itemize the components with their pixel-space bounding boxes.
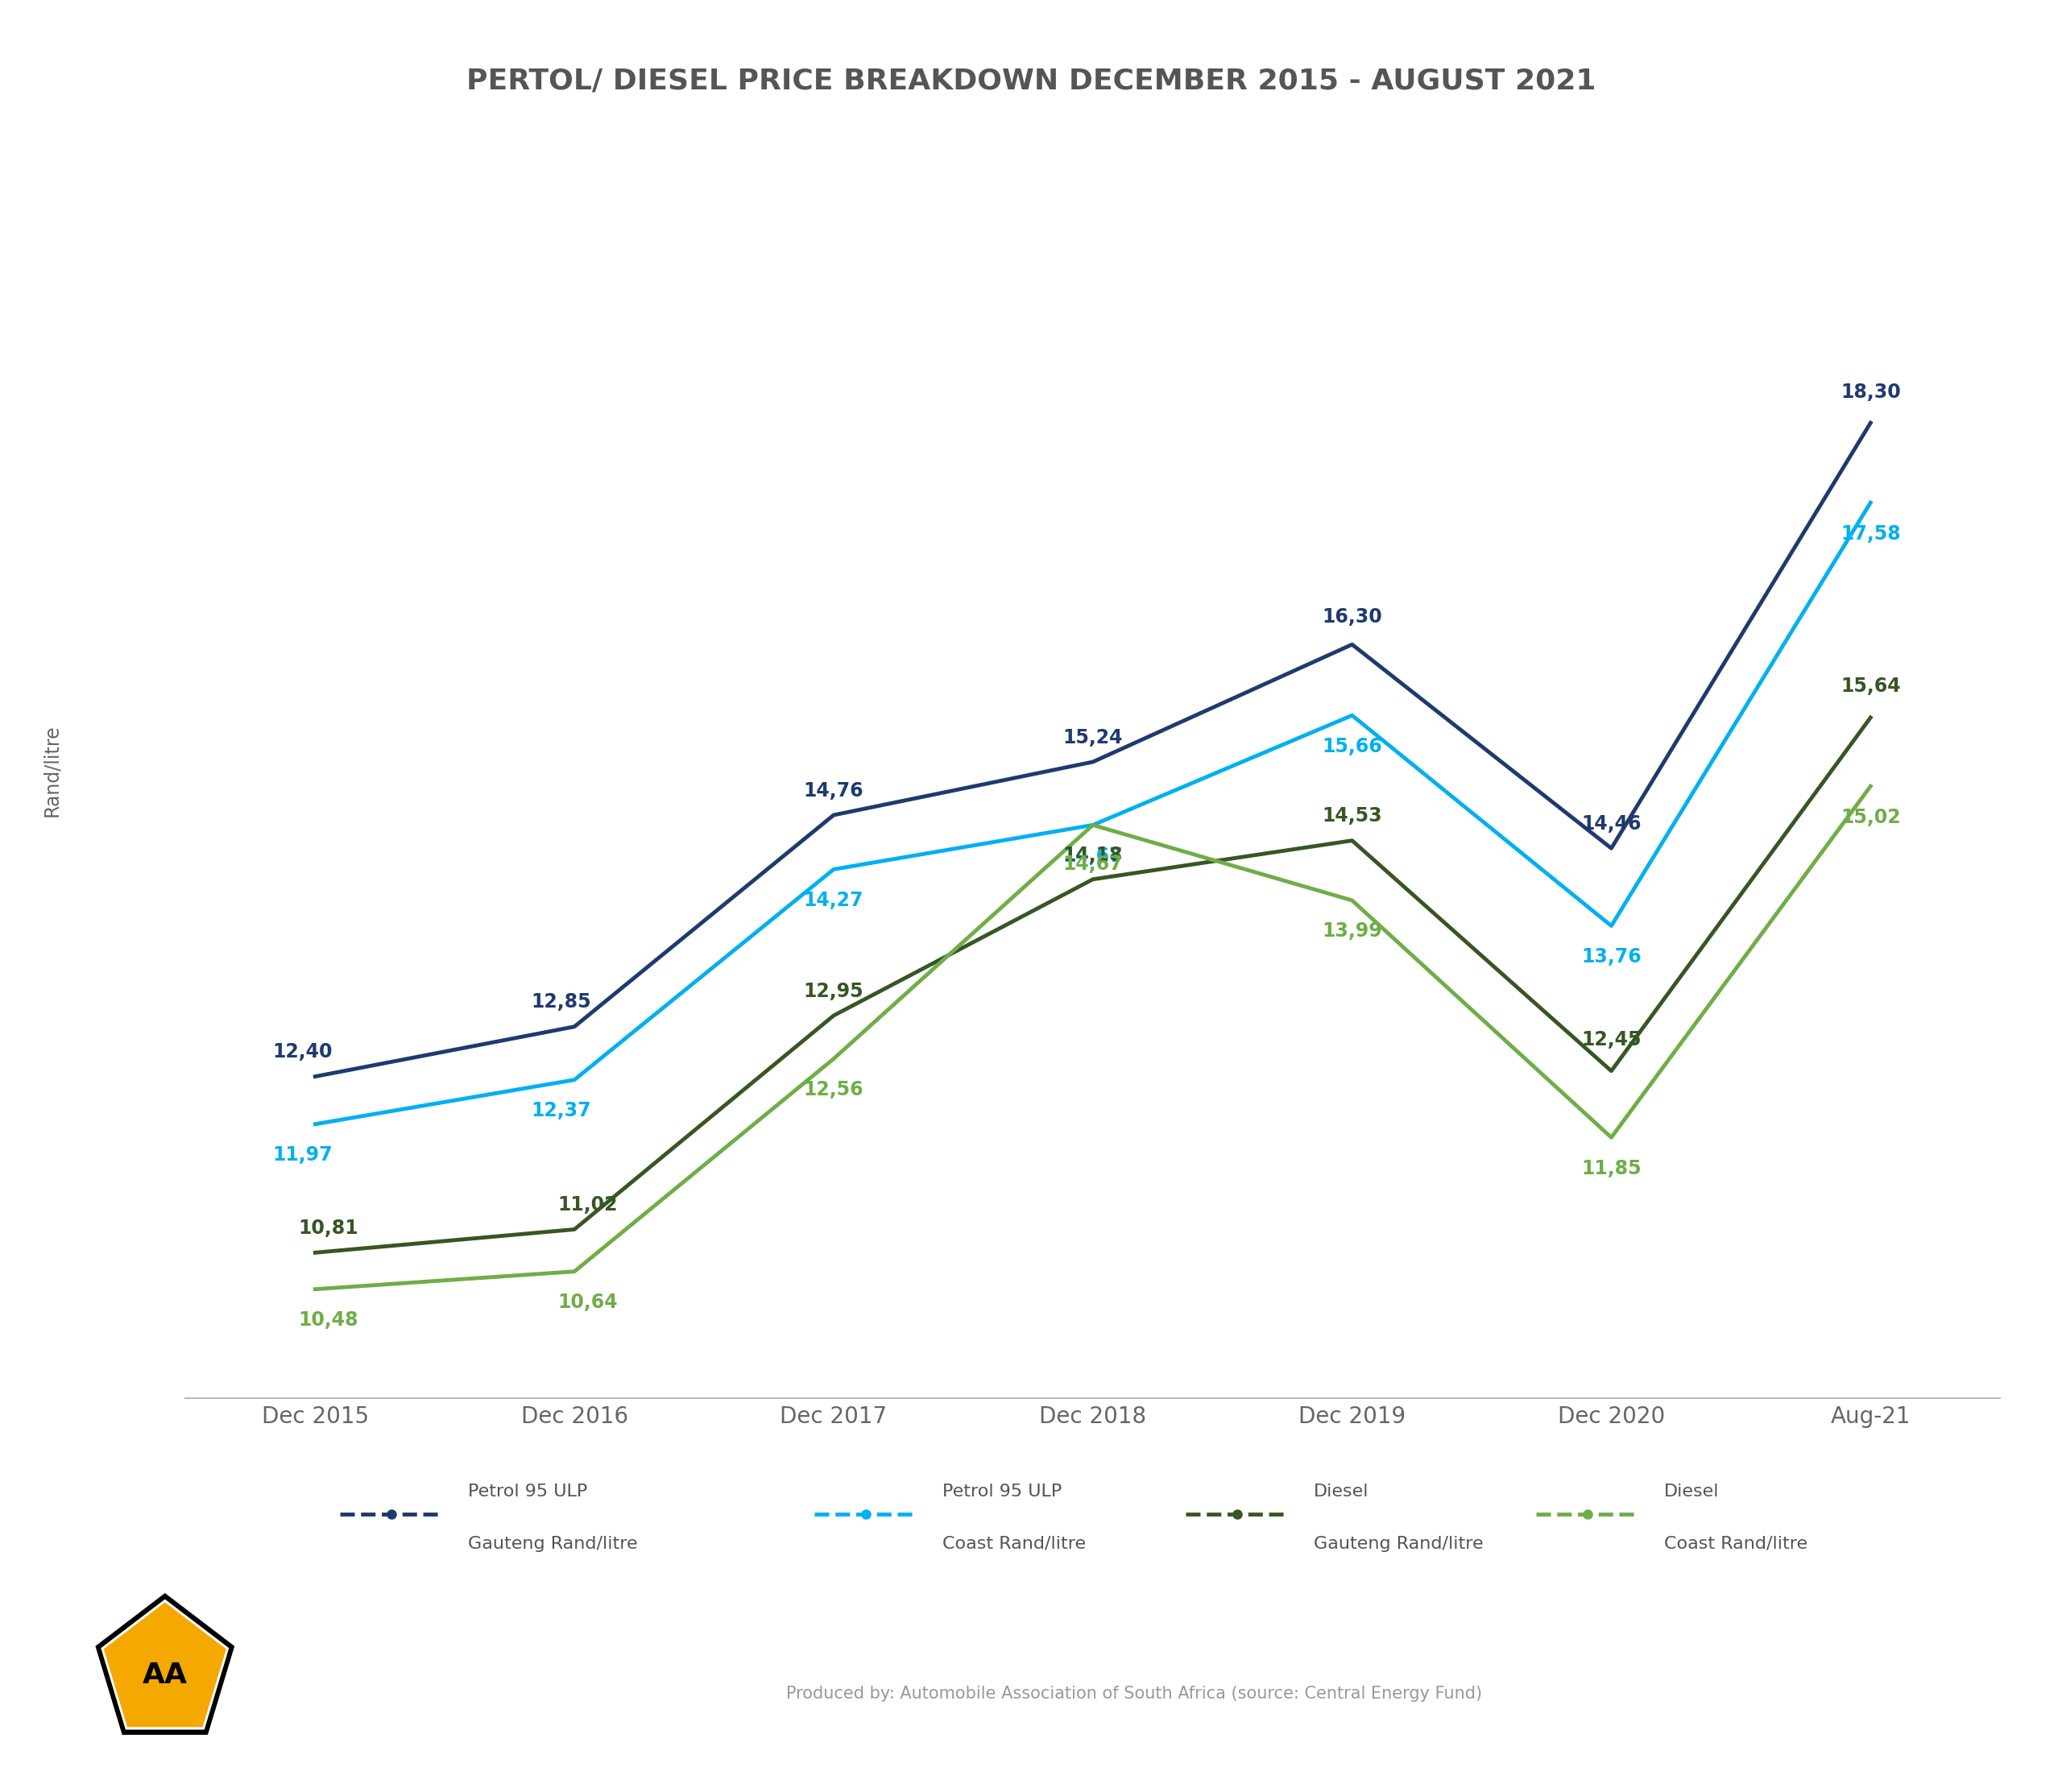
Text: 14,18: 14,18 bbox=[1062, 846, 1124, 864]
Text: 18,30: 18,30 bbox=[1841, 382, 1901, 401]
Text: Gauteng Rand/litre: Gauteng Rand/litre bbox=[1313, 1536, 1483, 1552]
Text: 14,53: 14,53 bbox=[1322, 806, 1382, 826]
Text: 10,81: 10,81 bbox=[299, 1219, 359, 1238]
Text: 15,66: 15,66 bbox=[1322, 737, 1382, 756]
Text: AA: AA bbox=[142, 1661, 188, 1690]
Text: 14,27: 14,27 bbox=[804, 891, 864, 910]
Text: Diesel: Diesel bbox=[1664, 1484, 1720, 1500]
Text: 14,67: 14,67 bbox=[1062, 855, 1124, 873]
Text: 12,85: 12,85 bbox=[532, 993, 592, 1012]
Text: Diesel: Diesel bbox=[1313, 1484, 1369, 1500]
Text: 13,76: 13,76 bbox=[1582, 948, 1641, 966]
Text: 14,76: 14,76 bbox=[804, 781, 864, 801]
Text: 15,24: 15,24 bbox=[1062, 728, 1124, 747]
Text: Produced by: Automobile Association of South Africa (source: Central Energy Fund: Produced by: Automobile Association of S… bbox=[786, 1686, 1483, 1701]
Text: Coast Rand/litre: Coast Rand/litre bbox=[1664, 1536, 1808, 1552]
Text: 13,99: 13,99 bbox=[1322, 921, 1382, 941]
Text: 14,67: 14,67 bbox=[1062, 846, 1124, 866]
Text: Rand/litre: Rand/litre bbox=[41, 724, 62, 817]
Text: 12,40: 12,40 bbox=[272, 1043, 332, 1063]
Text: 12,56: 12,56 bbox=[804, 1081, 864, 1100]
Text: 12,45: 12,45 bbox=[1582, 1030, 1641, 1050]
Text: 10,48: 10,48 bbox=[299, 1310, 359, 1330]
Text: 16,30: 16,30 bbox=[1322, 607, 1382, 627]
Text: 12,95: 12,95 bbox=[804, 982, 864, 1002]
Text: Petrol 95 ULP: Petrol 95 ULP bbox=[942, 1484, 1062, 1500]
Text: 12,37: 12,37 bbox=[532, 1100, 592, 1120]
Text: 11,85: 11,85 bbox=[1582, 1159, 1641, 1177]
Text: PERTOL/ DIESEL PRICE BREAKDOWN DECEMBER 2015 - AUGUST 2021: PERTOL/ DIESEL PRICE BREAKDOWN DECEMBER … bbox=[466, 66, 1596, 95]
Polygon shape bbox=[101, 1598, 229, 1729]
Text: 17,58: 17,58 bbox=[1841, 523, 1901, 543]
Text: 15,02: 15,02 bbox=[1841, 808, 1901, 826]
Polygon shape bbox=[103, 1602, 227, 1727]
Text: 14,46: 14,46 bbox=[1582, 814, 1641, 833]
Text: Gauteng Rand/litre: Gauteng Rand/litre bbox=[468, 1536, 637, 1552]
Text: 11,97: 11,97 bbox=[272, 1145, 332, 1165]
Text: 15,64: 15,64 bbox=[1841, 677, 1901, 697]
Text: 10,64: 10,64 bbox=[557, 1292, 617, 1312]
Text: Coast Rand/litre: Coast Rand/litre bbox=[942, 1536, 1087, 1552]
Text: Petrol 95 ULP: Petrol 95 ULP bbox=[468, 1484, 588, 1500]
Text: 11,02: 11,02 bbox=[557, 1195, 617, 1215]
Polygon shape bbox=[95, 1593, 235, 1735]
